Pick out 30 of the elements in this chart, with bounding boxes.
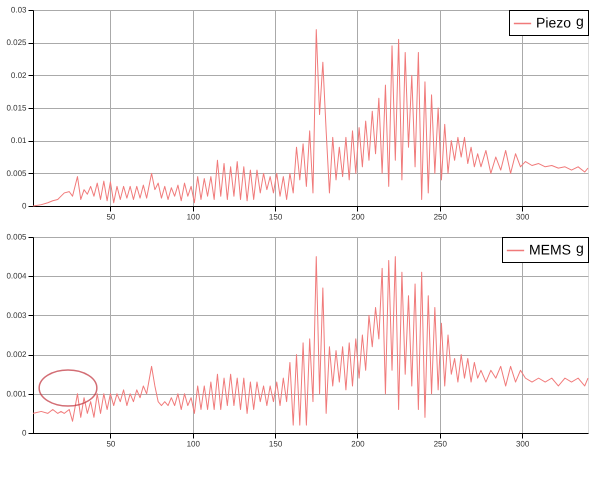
x-tick-label: 100 (186, 440, 200, 448)
x-tick-label: 300 (516, 212, 530, 222)
y-tick-label: 0.004 (6, 272, 28, 281)
y-tick-label: 0.025 (6, 38, 28, 48)
x-tick-label: 150 (268, 440, 283, 448)
x-tick-label: 250 (434, 440, 448, 448)
x-tick-label: 50 (106, 440, 116, 448)
x-tick-label: 250 (434, 212, 448, 222)
y-tick-label: 0.002 (6, 350, 28, 360)
legend-title: g (576, 13, 584, 29)
y-tick-label: 0.02 (10, 70, 28, 80)
y-tick-label: 0.015 (6, 104, 28, 112)
y-tick-label: 0.005 (6, 168, 28, 178)
y-tick-label: 0.01 (10, 136, 28, 146)
legend-label: Piezo (536, 14, 572, 30)
y-tick-label: 0 (22, 202, 28, 210)
line-series (32, 256, 588, 426)
x-tick-label: 200 (351, 440, 366, 448)
x-tick-label: 200 (351, 212, 366, 222)
legend-label: MEMS (529, 242, 571, 258)
legend-title: g (576, 240, 584, 256)
y-tick-label: 0.005 (6, 232, 28, 242)
x-tick-label: 100 (186, 212, 200, 222)
y-tick-label: 0.001 (6, 389, 28, 398)
y-tick-label: 0.03 (10, 6, 28, 14)
y-tick-label: 0.003 (6, 310, 28, 320)
x-tick-label: 300 (516, 440, 530, 448)
x-tick-label: 150 (268, 212, 283, 222)
y-tick-label: 0 (22, 428, 28, 438)
x-tick-label: 50 (106, 212, 116, 222)
